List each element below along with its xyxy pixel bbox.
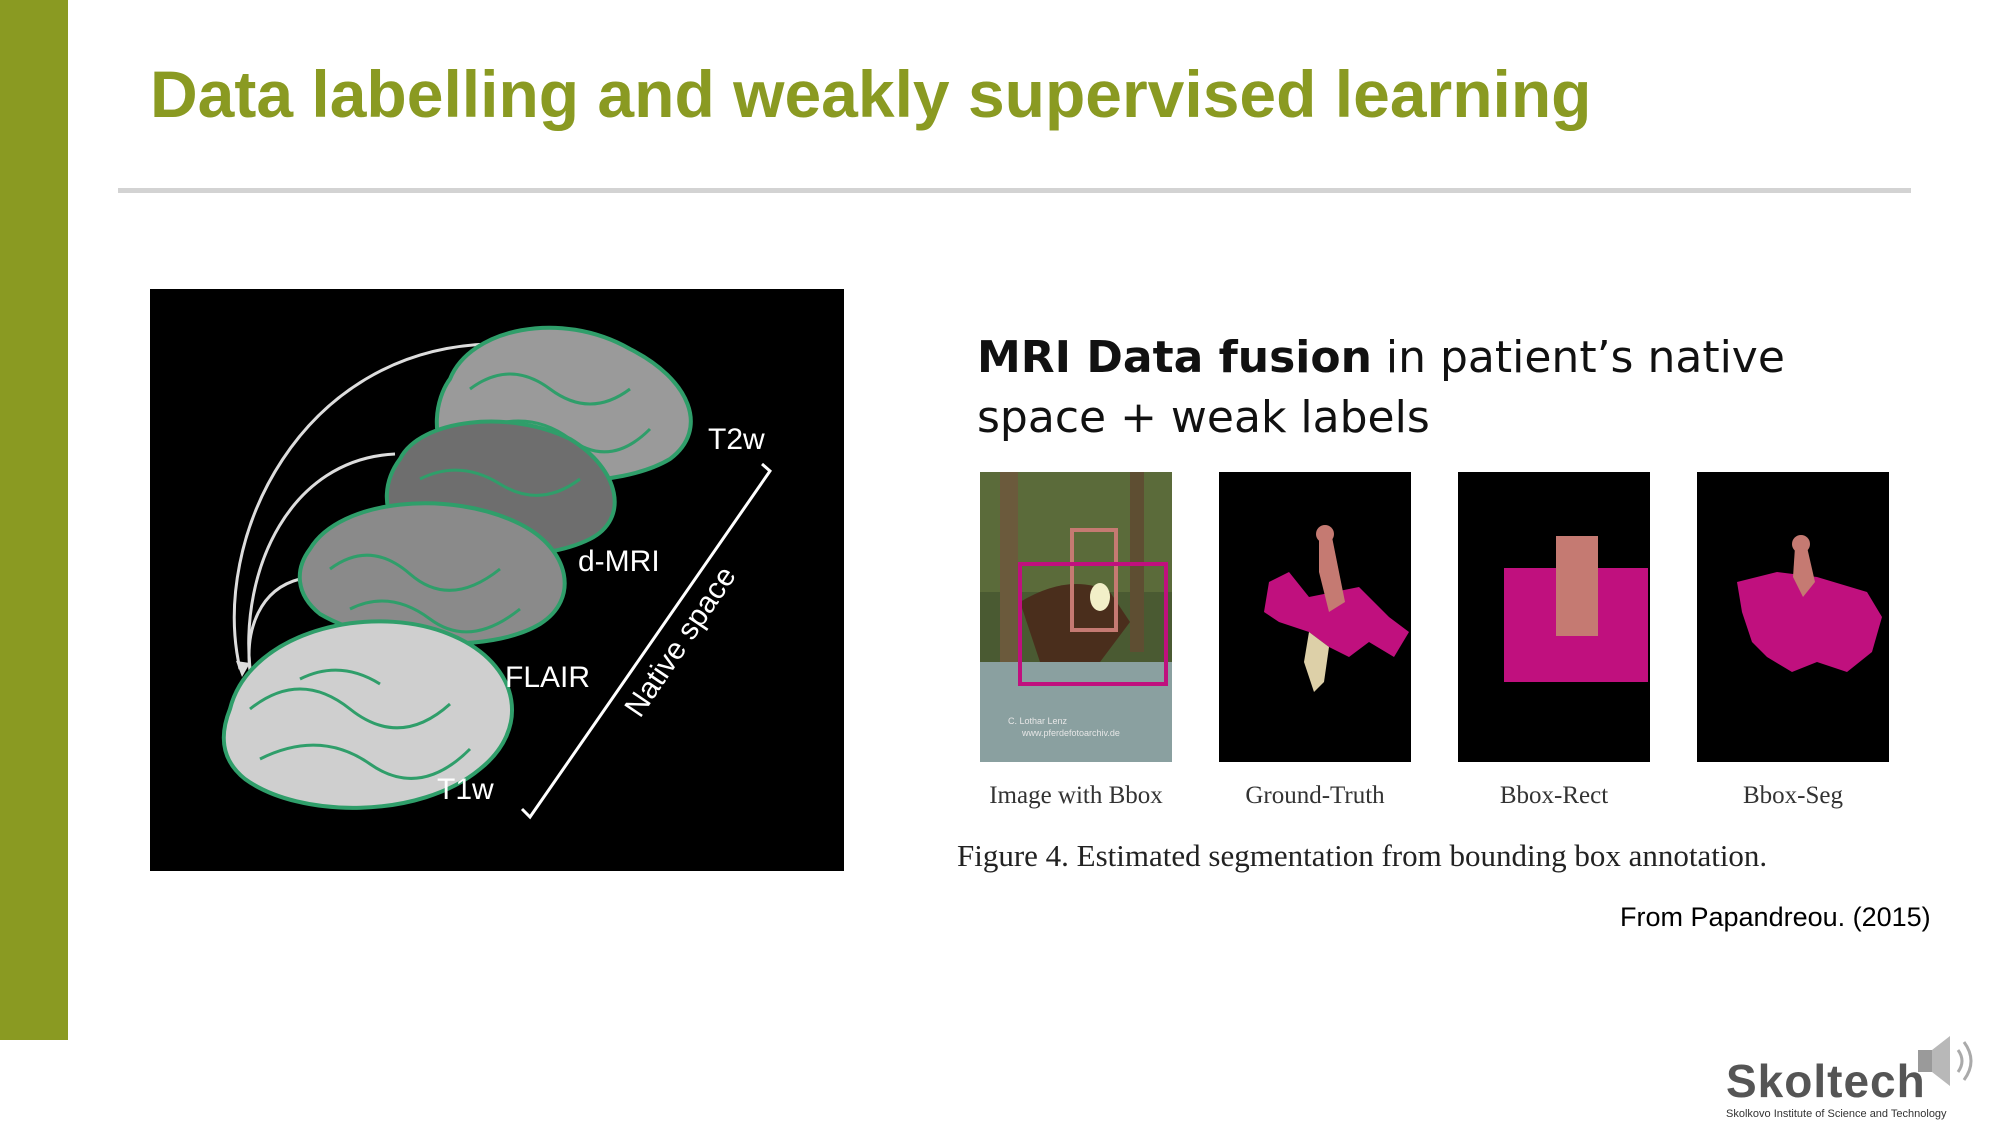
watermark-line2: www.pferdefotoarchiv.de: [1021, 728, 1120, 738]
seg-person: [1793, 547, 1815, 597]
label-ground-truth: Ground-Truth: [1245, 782, 1385, 809]
fusion-arrow-3: [247, 577, 301, 672]
accent-sidebar: [0, 0, 68, 1040]
label-dmri: d-MRI: [578, 545, 660, 578]
panel-ground-truth: [1219, 472, 1411, 762]
native-space-bracket: [520, 462, 772, 820]
label-bbox-rect: Bbox-Rect: [1499, 782, 1609, 809]
label-t1w: T1w: [437, 773, 494, 806]
slice-flair: [297, 501, 567, 646]
gt-horse: [1264, 572, 1409, 657]
panel-bbox-rect: [1458, 472, 1650, 762]
slice-t1w: [221, 619, 515, 810]
gt-unlabeled: [1304, 632, 1329, 692]
fusion-arrow-1: [232, 342, 491, 670]
horse-bbox: [1018, 562, 1168, 686]
fusion-arrow-2: [247, 452, 396, 670]
arrowhead: [236, 661, 250, 677]
watermark-line1: C. Lothar Lenz: [1008, 716, 1068, 726]
logo-part2: tech: [1827, 1055, 1926, 1107]
brain-mri-figure: T2w d-MRI FLAIR T1w Native space: [150, 289, 844, 871]
panel-bbox-seg: [1697, 472, 1889, 762]
slide-title: Data labelling and weakly supervised lea…: [150, 57, 1592, 131]
speaker-icon[interactable]: [1912, 1026, 1982, 1096]
brain-mri-graphic: T2w d-MRI FLAIR T1w Native space: [221, 325, 772, 820]
title-divider: [118, 188, 1911, 193]
label-t2w: T2w: [708, 423, 765, 456]
logo-part1: Skol: [1726, 1055, 1828, 1107]
person-bbox: [1070, 528, 1118, 632]
fusion-description: MRI Data fusion in patient’s native spac…: [977, 328, 1897, 448]
skoltech-logo: Skoltech Skolkovo Institute of Science a…: [1726, 1058, 1947, 1120]
label-flair: FLAIR: [505, 661, 590, 694]
panel-image-with-bbox: C. Lothar Lenz www.pferdefotoarchiv.de: [980, 472, 1172, 762]
label-bbox-seg: Bbox-Seg: [1743, 782, 1843, 809]
figure-caption: Figure 4. Estimated segmentation from bo…: [957, 838, 1768, 873]
logo-wordmark: Skoltech: [1726, 1058, 1947, 1104]
gt-person: [1319, 532, 1345, 612]
fusion-bold-phrase: MRI Data fusion: [977, 332, 1372, 383]
segmentation-figure: C. Lothar Lenz www.pferdefotoarchiv.de I…: [980, 472, 1900, 812]
label-image-with-bbox: Image with Bbox: [989, 782, 1163, 809]
label-native-space: Native space: [618, 561, 742, 723]
seg-horse: [1737, 572, 1882, 672]
rect-person: [1556, 536, 1598, 636]
logo-tagline: Skolkovo Institute of Science and Techno…: [1726, 1108, 1947, 1120]
fusion-rest-phrase: in patient’s native space + weak labels: [977, 332, 1785, 443]
source-citation: From Papandreou. (2015): [1620, 902, 1931, 932]
